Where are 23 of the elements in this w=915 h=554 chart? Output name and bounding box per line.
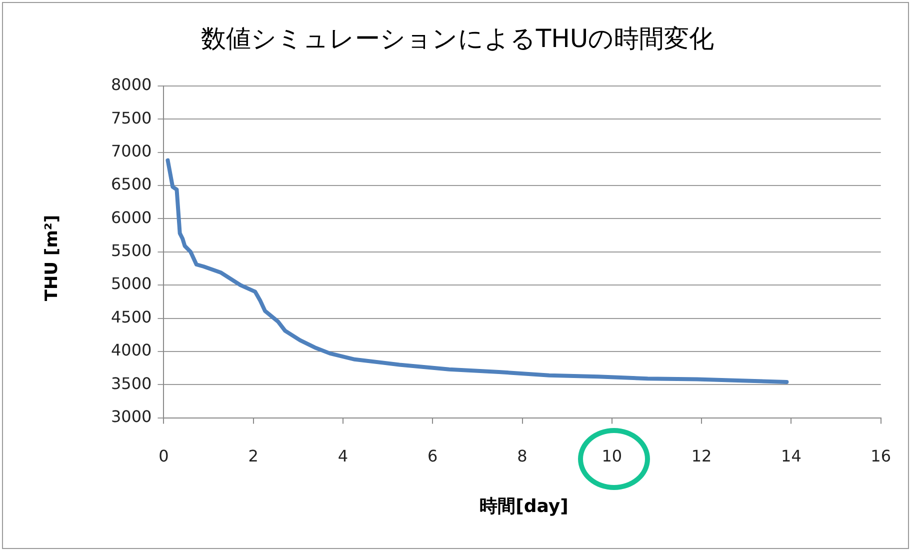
y-tick-label: 4000 [111, 340, 152, 360]
x-tick-label: 12 [691, 446, 712, 466]
x-tick-label: 8 [517, 446, 528, 466]
x-tick-label: 16 [870, 446, 891, 466]
x-tick-label: 10 [602, 446, 622, 466]
y-tick-label: 3000 [111, 406, 152, 426]
y-tick-label: 4500 [111, 307, 152, 326]
x-tick-label: 14 [781, 446, 802, 466]
y-axis-title: THU [m²] [42, 214, 62, 302]
y-tick-label: 6500 [111, 174, 152, 194]
y-tick-label: 3500 [111, 374, 152, 393]
y-tick-label: 8000 [111, 75, 152, 94]
y-tick-label: 7500 [111, 108, 152, 128]
x-tick-label: 6 [428, 446, 438, 466]
x-axis-title: 時間[day] [480, 495, 568, 518]
chart-title: 数値シミュレーションによるTHUの時間変化 [200, 23, 716, 55]
x-tick-label: 0 [158, 446, 169, 466]
y-tick-label: 7000 [111, 142, 152, 161]
x-tick-label: 4 [338, 446, 348, 466]
y-tick-label: 5500 [111, 241, 152, 260]
y-tick-label: 6000 [111, 208, 152, 227]
y-tick-label: 5000 [111, 274, 152, 294]
x-tick-label: 2 [248, 446, 258, 466]
